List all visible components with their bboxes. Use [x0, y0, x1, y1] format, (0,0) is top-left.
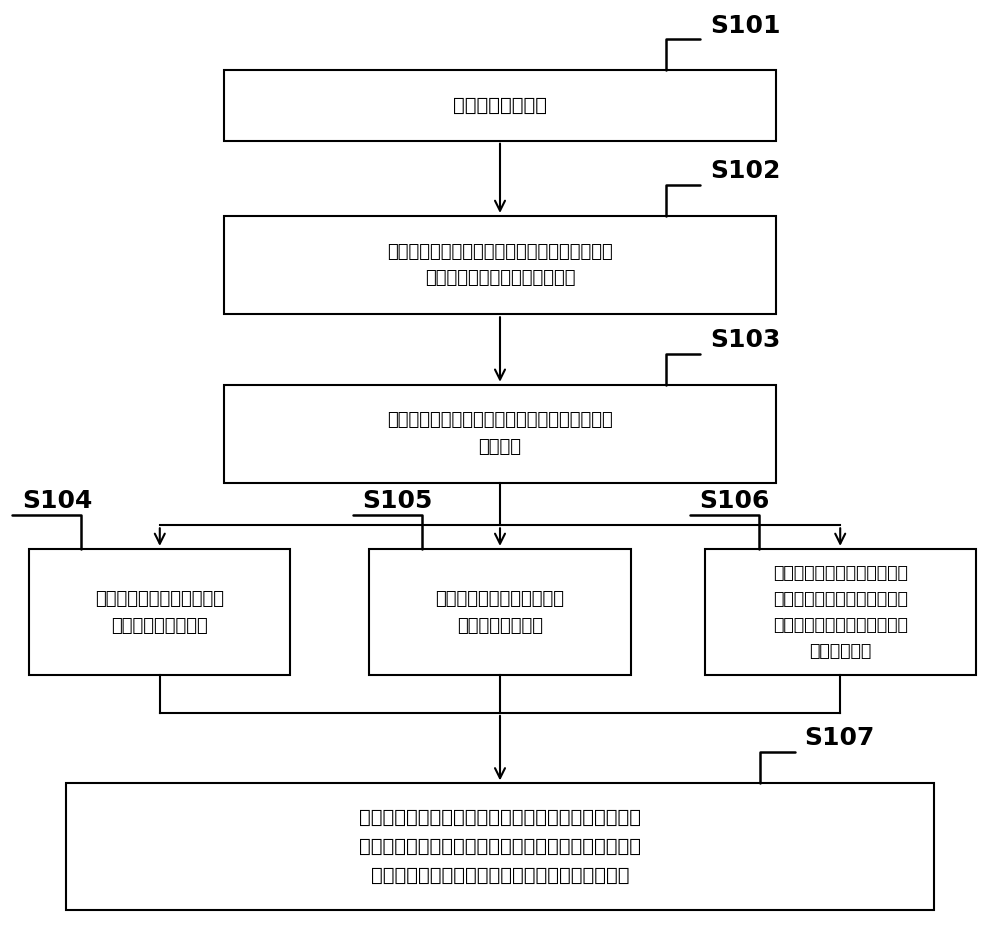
Text: 的密闭性数据，设置优选参数，在初始目标靶区内根据: 的密闭性数据，设置优选参数，在初始目标靶区内根据: [359, 837, 641, 856]
Text: S101: S101: [710, 13, 781, 37]
Text: 根据地震地质构造解释方案，通过时深转换建立: 根据地震地质构造解释方案，通过时深转换建立: [387, 411, 613, 429]
Text: S102: S102: [710, 159, 780, 183]
Text: 切片对相储井的目标靶区和井: 切片对相储井的目标靶区和井: [773, 590, 908, 608]
FancyBboxPatch shape: [29, 548, 290, 675]
Text: 复，得到地震地质构造解释方案: 复，得到地震地质构造解释方案: [425, 269, 575, 288]
Text: 速度模型: 速度模型: [479, 438, 522, 456]
Text: 优选参数进行目标靶区的选择，得到最终目标靶区: 优选参数进行目标靶区的选择，得到最终目标靶区: [371, 866, 629, 885]
Text: 轨迹方案进行评估分析，得到: 轨迹方案进行评估分析，得到: [773, 616, 908, 634]
Text: S104: S104: [22, 489, 93, 513]
Text: 进行盖层密闭性分析，得到: 进行盖层密闭性分析，得到: [436, 589, 564, 607]
Text: 对断层进行封堵性分析，得: 对断层进行封堵性分析，得: [95, 589, 224, 607]
Text: 根据三维地震数据，通过相干: 根据三维地震数据，通过相干: [773, 565, 908, 583]
Text: S103: S103: [710, 327, 780, 352]
Text: 获取三维地震数据: 获取三维地震数据: [453, 96, 547, 115]
FancyBboxPatch shape: [224, 216, 776, 314]
FancyBboxPatch shape: [224, 385, 776, 483]
Text: 根据地震地质构造解释方案、断层的封堵性数据及盖层: 根据地震地质构造解释方案、断层的封堵性数据及盖层: [359, 808, 641, 827]
Text: 初始目标靶区: 初始目标靶区: [809, 642, 871, 660]
FancyBboxPatch shape: [224, 70, 776, 141]
Text: S107: S107: [805, 726, 875, 750]
FancyBboxPatch shape: [369, 548, 631, 675]
FancyBboxPatch shape: [705, 548, 976, 675]
Text: 利用三维地震数据，进行层位标定及钻井地质恢: 利用三维地震数据，进行层位标定及钻井地质恢: [387, 243, 613, 261]
FancyBboxPatch shape: [66, 783, 934, 910]
Text: S106: S106: [700, 489, 770, 513]
Text: 盖层的密闭性数据: 盖层的密闭性数据: [457, 617, 543, 634]
Text: 到断层的封堵性数据: 到断层的封堵性数据: [111, 617, 208, 634]
Text: S105: S105: [362, 489, 433, 513]
